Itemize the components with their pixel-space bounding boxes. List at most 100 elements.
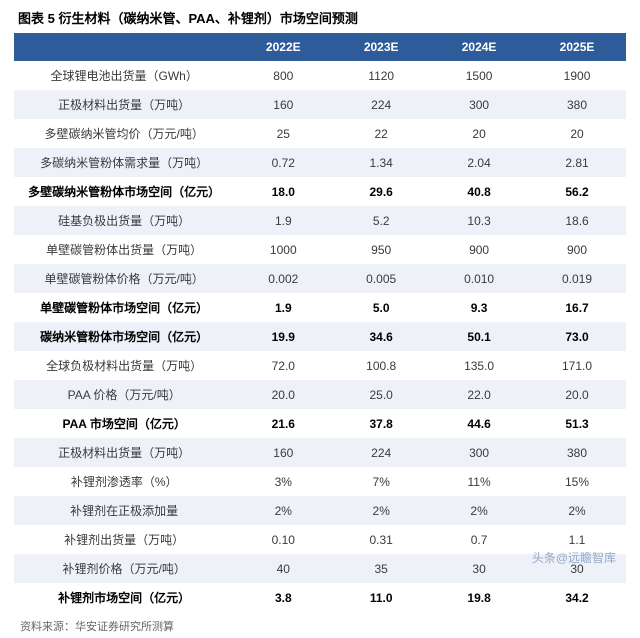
table-row: 补锂剂渗透率（%）3%7%11%15% (14, 467, 626, 496)
cell-value: 0.002 (234, 264, 332, 293)
cell-value: 0.31 (332, 525, 430, 554)
cell-value: 5.0 (332, 293, 430, 322)
cell-value: 0.010 (430, 264, 528, 293)
source-note: 资料来源：华安证券研究所测算 (14, 618, 626, 634)
cell-value: 51.3 (528, 409, 626, 438)
cell-value: 18.0 (234, 177, 332, 206)
cell-value: 5.2 (332, 206, 430, 235)
row-label: PAA 价格（万元/吨） (14, 380, 234, 409)
cell-value: 19.9 (234, 322, 332, 351)
header-blank (14, 33, 234, 61)
header-row: 2022E 2023E 2024E 2025E (14, 33, 626, 61)
table-row: 单壁碳管粉体市场空间（亿元）1.95.09.316.7 (14, 293, 626, 322)
cell-value: 19.8 (430, 583, 528, 612)
cell-value: 56.2 (528, 177, 626, 206)
table-row: 正极材料出货量（万吨）160224300380 (14, 90, 626, 119)
cell-value: 0.10 (234, 525, 332, 554)
cell-value: 15% (528, 467, 626, 496)
cell-value: 25.0 (332, 380, 430, 409)
cell-value: 1.9 (234, 206, 332, 235)
cell-value: 2.81 (528, 148, 626, 177)
table-row: 补锂剂市场空间（亿元）3.811.019.834.2 (14, 583, 626, 612)
cell-value: 160 (234, 90, 332, 119)
row-label: 补锂剂价格（万元/吨） (14, 554, 234, 583)
row-label: 全球锂电池出货量（GWh） (14, 61, 234, 90)
table-body: 全球锂电池出货量（GWh）800112015001900正极材料出货量（万吨）1… (14, 61, 626, 612)
cell-value: 800 (234, 61, 332, 90)
cell-value: 380 (528, 438, 626, 467)
cell-value: 34.6 (332, 322, 430, 351)
row-label: 补锂剂在正极添加量 (14, 496, 234, 525)
row-label: 单壁碳管粉体市场空间（亿元） (14, 293, 234, 322)
table-row: 多壁碳纳米管粉体市场空间（亿元）18.029.640.856.2 (14, 177, 626, 206)
row-label: PAA 市场空间（亿元） (14, 409, 234, 438)
table-row: PAA 市场空间（亿元）21.637.844.651.3 (14, 409, 626, 438)
table-row: 碳纳米管粉体市场空间（亿元）19.934.650.173.0 (14, 322, 626, 351)
header-2022e: 2022E (234, 33, 332, 61)
cell-value: 21.6 (234, 409, 332, 438)
cell-value: 22.0 (430, 380, 528, 409)
cell-value: 0.72 (234, 148, 332, 177)
cell-value: 3.8 (234, 583, 332, 612)
row-label: 多壁碳纳米管粉体市场空间（亿元） (14, 177, 234, 206)
cell-value: 40.8 (430, 177, 528, 206)
cell-value: 73.0 (528, 322, 626, 351)
row-label: 补锂剂渗透率（%） (14, 467, 234, 496)
cell-value: 50.1 (430, 322, 528, 351)
cell-value: 7% (332, 467, 430, 496)
cell-value: 900 (528, 235, 626, 264)
cell-value: 30 (430, 554, 528, 583)
row-label: 补锂剂出货量（万吨） (14, 525, 234, 554)
cell-value: 0.005 (332, 264, 430, 293)
cell-value: 1900 (528, 61, 626, 90)
watermark: 头条@远瞻智库 (532, 549, 616, 566)
cell-value: 1120 (332, 61, 430, 90)
row-label: 补锂剂市场空间（亿元） (14, 583, 234, 612)
cell-value: 72.0 (234, 351, 332, 380)
cell-value: 11.0 (332, 583, 430, 612)
cell-value: 44.6 (430, 409, 528, 438)
table-row: 多壁碳纳米管均价（万元/吨）25222020 (14, 119, 626, 148)
table-row: 单壁碳管粉体价格（万元/吨）0.0020.0050.0100.019 (14, 264, 626, 293)
cell-value: 20.0 (528, 380, 626, 409)
row-label: 正极材料出货量（万吨） (14, 90, 234, 119)
cell-value: 20.0 (234, 380, 332, 409)
cell-value: 224 (332, 438, 430, 467)
table-row: 硅基负极出货量（万吨）1.95.210.318.6 (14, 206, 626, 235)
cell-value: 20 (528, 119, 626, 148)
cell-value: 100.8 (332, 351, 430, 380)
cell-value: 20 (430, 119, 528, 148)
cell-value: 0.019 (528, 264, 626, 293)
row-label: 多壁碳纳米管均价（万元/吨） (14, 119, 234, 148)
table-row: 单壁碳管粉体出货量（万吨）1000950900900 (14, 235, 626, 264)
cell-value: 2% (234, 496, 332, 525)
cell-value: 10.3 (430, 206, 528, 235)
cell-value: 16.7 (528, 293, 626, 322)
cell-value: 1500 (430, 61, 528, 90)
row-label: 多碳纳米管粉体需求量（万吨） (14, 148, 234, 177)
cell-value: 37.8 (332, 409, 430, 438)
cell-value: 300 (430, 90, 528, 119)
cell-value: 18.6 (528, 206, 626, 235)
cell-value: 2% (430, 496, 528, 525)
row-label: 全球负极材料出货量（万吨） (14, 351, 234, 380)
header-2023e: 2023E (332, 33, 430, 61)
table-container: 图表 5 衍生材料（碳纳米管、PAA、补锂剂）市场空间预测 2022E 2023… (0, 0, 640, 638)
cell-value: 2% (332, 496, 430, 525)
table-row: PAA 价格（万元/吨）20.025.022.020.0 (14, 380, 626, 409)
cell-value: 35 (332, 554, 430, 583)
cell-value: 380 (528, 90, 626, 119)
cell-value: 1.9 (234, 293, 332, 322)
cell-value: 2.04 (430, 148, 528, 177)
header-2025e: 2025E (528, 33, 626, 61)
cell-value: 300 (430, 438, 528, 467)
row-label: 碳纳米管粉体市场空间（亿元） (14, 322, 234, 351)
cell-value: 1.34 (332, 148, 430, 177)
cell-value: 9.3 (430, 293, 528, 322)
row-label: 单壁碳管粉体价格（万元/吨） (14, 264, 234, 293)
cell-value: 1000 (234, 235, 332, 264)
cell-value: 34.2 (528, 583, 626, 612)
row-label: 正极材料出货量（万吨） (14, 438, 234, 467)
cell-value: 900 (430, 235, 528, 264)
cell-value: 25 (234, 119, 332, 148)
